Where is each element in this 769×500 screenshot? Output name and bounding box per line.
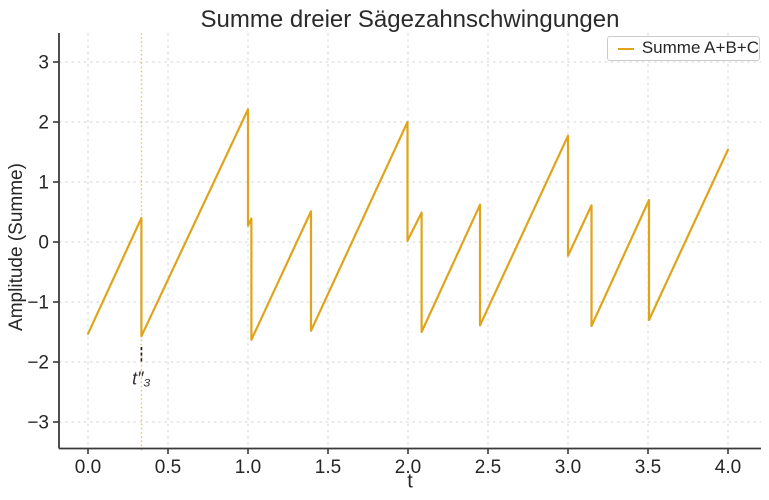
annotation-label: t″₃ (132, 368, 151, 389)
legend: Summe A+B+C (607, 36, 760, 61)
x-tick-label: 1.5 (315, 457, 341, 478)
y-tick-label: 2 (38, 113, 49, 134)
y-axis-label: Amplitude (Summe) (6, 163, 27, 331)
x-tick-label: 3.0 (555, 457, 581, 478)
y-tick-label: −2 (27, 353, 49, 374)
y-tick-label: 1 (38, 173, 49, 194)
y-tick-label: −3 (27, 413, 49, 434)
chart-title: Summe dreier Sägezahnschwingungen (200, 6, 620, 33)
x-tick-label: 4.0 (715, 457, 741, 478)
x-tick-label: 2.5 (475, 457, 501, 478)
series-line-summe-a-b-c (86, 108, 730, 341)
x-tick-label: 3.5 (635, 457, 661, 478)
x-axis-label: t (407, 470, 413, 493)
legend-label: Summe A+B+C (641, 37, 759, 57)
x-tick-label: 0.5 (155, 457, 181, 478)
x-tick-label: 1.0 (235, 457, 261, 478)
x-tick-label: 2.0 (395, 457, 421, 478)
y-tick-label: 0 (38, 233, 49, 254)
x-tick-label: 0.0 (75, 457, 101, 478)
y-tick-label: 3 (38, 53, 49, 74)
legend-line-sample (618, 47, 634, 50)
y-tick-label: −1 (27, 293, 49, 314)
